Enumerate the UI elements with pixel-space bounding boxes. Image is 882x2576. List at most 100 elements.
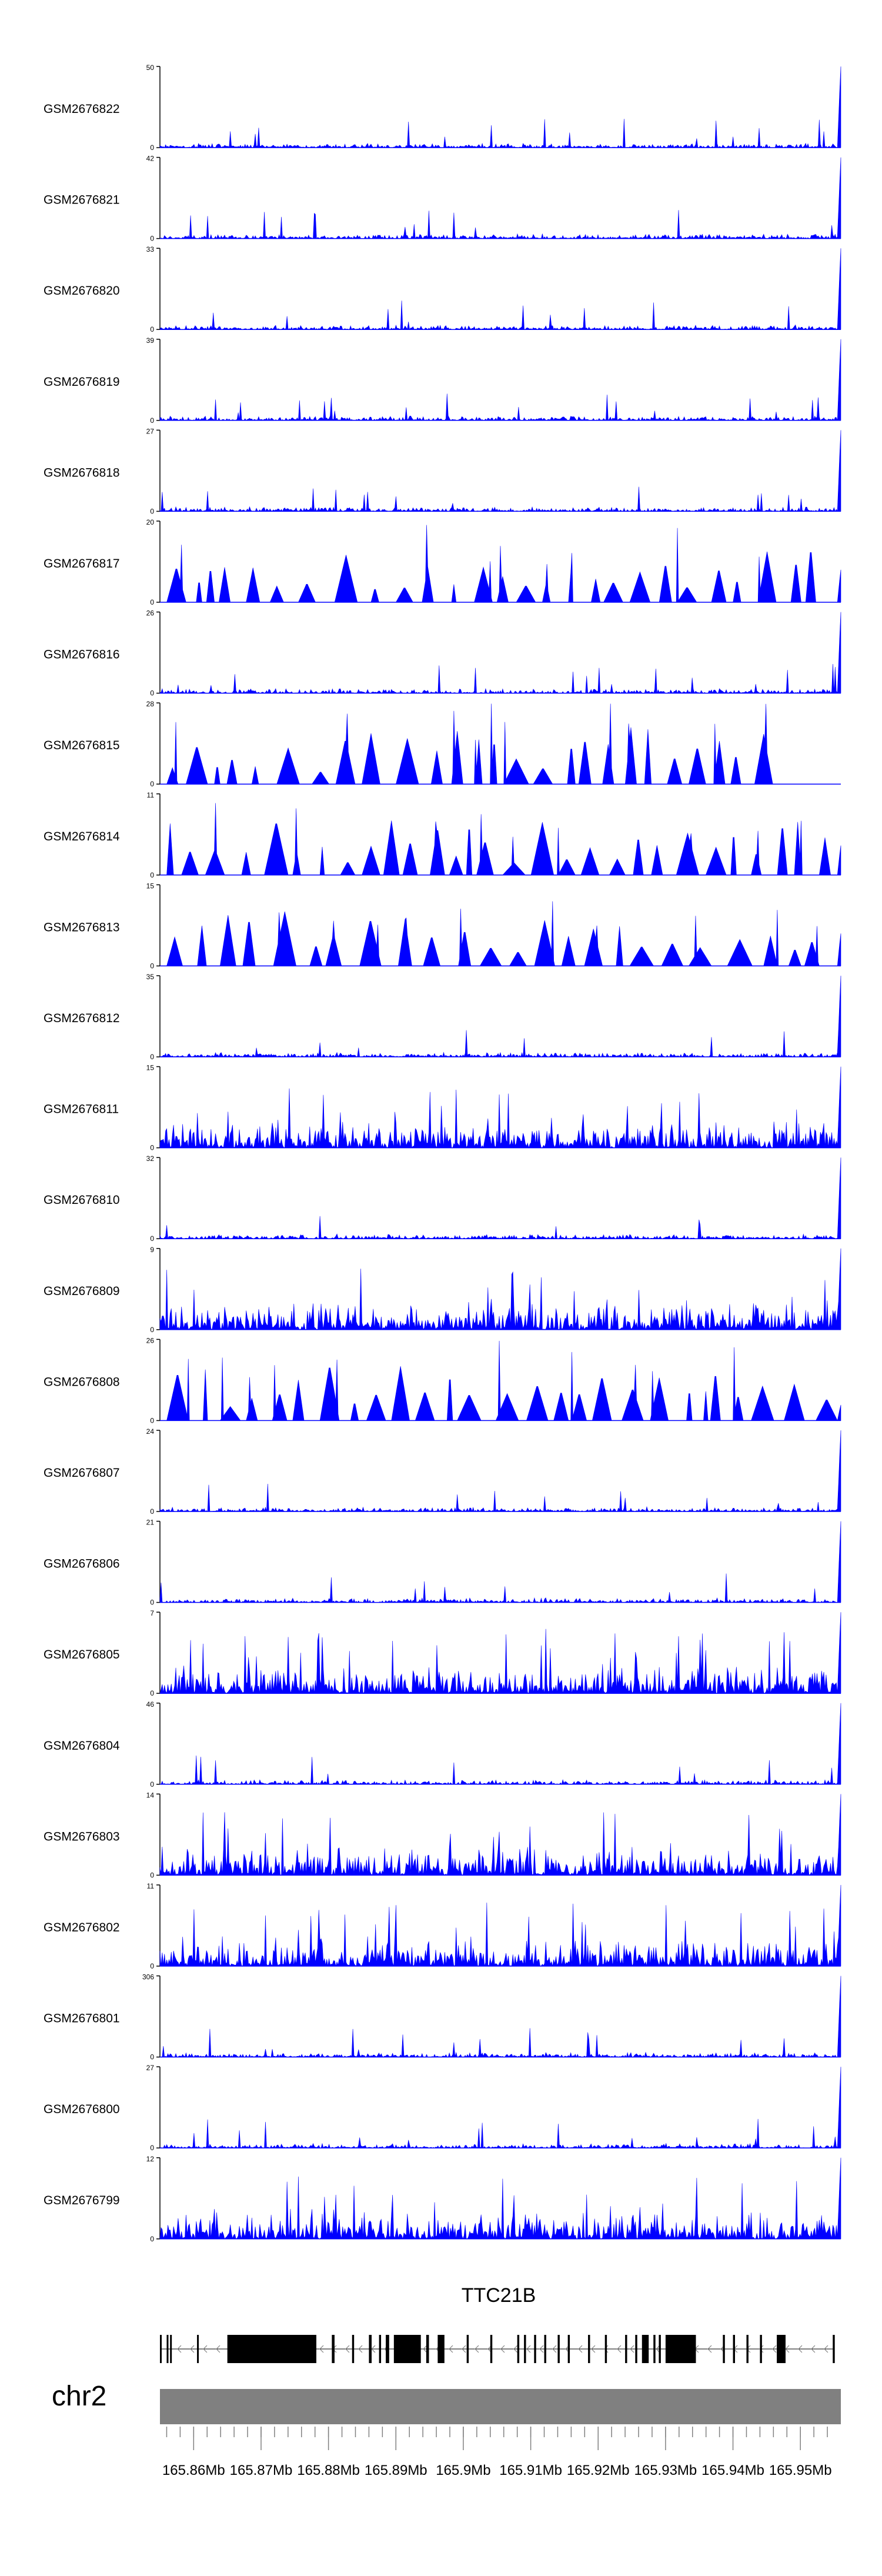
track-label: GSM2676804 — [44, 1739, 120, 1753]
track-GSM2676811: GSM2676811 15 0 — [44, 1064, 841, 1152]
y-max-label: 20 — [146, 518, 155, 526]
exon — [659, 2335, 661, 2363]
track-GSM2676818: GSM2676818 27 0 — [44, 427, 841, 515]
y-max-label: 15 — [146, 1064, 155, 1072]
coverage-area — [159, 2067, 841, 2148]
strand-arrow — [798, 2345, 803, 2353]
strand-arrow — [617, 2345, 622, 2353]
y-max-label: 21 — [146, 1519, 155, 1527]
y-min-label: 0 — [150, 2235, 154, 2243]
y-max-label: 32 — [146, 1154, 155, 1163]
track-GSM2676817: GSM2676817 20 0 — [44, 518, 841, 606]
exon — [426, 2335, 429, 2363]
exon — [466, 2335, 469, 2363]
exon — [524, 2335, 526, 2363]
coverage-area — [159, 612, 841, 694]
x-tick-label: 165.86Mb — [162, 2462, 225, 2478]
exon — [746, 2335, 749, 2363]
coverage-area — [159, 1794, 841, 1876]
y-min-label: 0 — [150, 1599, 154, 1607]
track-GSM2676800: GSM2676800 27 0 — [44, 2064, 841, 2152]
track-label: GSM2676807 — [44, 1466, 120, 1480]
strand-arrow — [539, 2345, 544, 2353]
y-max-label: 28 — [146, 700, 155, 708]
track-GSM2676812: GSM2676812 35 0 — [44, 973, 841, 1061]
y-min-label: 0 — [150, 325, 154, 333]
track-label: GSM2676799 — [44, 2194, 120, 2207]
coverage-area — [159, 1521, 841, 1603]
track-label: GSM2676815 — [44, 739, 120, 752]
track-label: GSM2676818 — [44, 466, 120, 479]
track-GSM2676814: GSM2676814 11 0 — [44, 791, 841, 879]
strand-arrow — [216, 2345, 220, 2353]
strand-arrow — [462, 2345, 466, 2353]
exon — [635, 2335, 637, 2363]
coverage-area — [159, 1430, 841, 1512]
exon — [557, 2335, 560, 2363]
y-max-label: 35 — [146, 973, 155, 981]
strand-arrow — [449, 2345, 453, 2353]
y-max-label: 33 — [146, 245, 155, 253]
exon — [723, 2335, 725, 2363]
x-tick-label: 165.91Mb — [499, 2462, 562, 2478]
coverage-area — [160, 703, 841, 785]
strand-arrow — [707, 2345, 712, 2353]
track-label: GSM2676819 — [44, 375, 120, 389]
y-min-label: 0 — [150, 1326, 154, 1334]
y-min-label: 0 — [150, 1144, 154, 1152]
track-label: GSM2676821 — [44, 193, 120, 207]
exon — [642, 2335, 649, 2363]
strand-arrow — [203, 2345, 208, 2353]
exon — [733, 2335, 735, 2363]
exon — [777, 2335, 786, 2363]
y-min-label: 0 — [150, 2053, 154, 2061]
y-max-label: 15 — [146, 882, 155, 890]
y-min-label: 0 — [150, 416, 154, 425]
y-min-label: 0 — [150, 1507, 154, 1516]
exon — [517, 2335, 520, 2363]
y-min-label: 0 — [150, 1416, 154, 1424]
y-min-label: 0 — [150, 1053, 154, 1061]
y-max-label: 9 — [150, 1246, 154, 1254]
exon — [369, 2335, 372, 2363]
exon — [625, 2335, 627, 2363]
track-GSM2676801: GSM2676801 306 0 — [44, 1973, 841, 2061]
exon — [352, 2335, 355, 2363]
strand-arrow — [475, 2345, 479, 2353]
y-max-label: 42 — [146, 155, 155, 163]
y-min-label: 0 — [150, 1780, 154, 1788]
exon — [544, 2335, 546, 2363]
y-max-label: 27 — [146, 427, 155, 435]
y-max-label: 11 — [147, 791, 155, 799]
track-GSM2676821: GSM2676821 42 0 — [44, 155, 841, 243]
coverage-area — [159, 1884, 841, 1967]
strand-arrow — [785, 2345, 790, 2353]
coverage-area — [159, 2157, 841, 2240]
coverage-area — [159, 1976, 841, 2058]
strand-arrow — [319, 2345, 324, 2353]
track-GSM2676819: GSM2676819 39 0 — [44, 336, 841, 425]
track-GSM2676809: GSM2676809 9 0 — [44, 1246, 841, 1334]
y-min-label: 0 — [150, 689, 154, 698]
coverage-area — [159, 1703, 841, 1785]
track-GSM2676820: GSM2676820 33 0 — [44, 245, 841, 333]
x-tick-label: 165.92Mb — [567, 2462, 630, 2478]
strand-arrow — [591, 2345, 596, 2353]
track-label: GSM2676805 — [44, 1648, 120, 1661]
track-label: GSM2676802 — [44, 1921, 120, 1934]
track-GSM2676813: GSM2676813 15 0 — [44, 882, 841, 970]
y-min-label: 0 — [150, 144, 154, 152]
track-GSM2676816: GSM2676816 26 0 — [44, 609, 841, 698]
y-max-label: 306 — [142, 1973, 154, 1981]
strand-arrow — [759, 2345, 764, 2353]
exon — [170, 2335, 172, 2363]
chromosome-bar — [160, 2389, 841, 2424]
strand-arrow — [190, 2345, 195, 2353]
x-tick-label: 165.89Mb — [365, 2462, 427, 2478]
track-label: GSM2676817 — [44, 557, 120, 570]
y-min-label: 0 — [150, 2144, 154, 2152]
track-label: GSM2676809 — [44, 1284, 120, 1298]
exon — [166, 2335, 169, 2363]
x-tick-label: 165.88Mb — [297, 2462, 360, 2478]
x-tick-label: 165.94Mb — [701, 2462, 764, 2478]
